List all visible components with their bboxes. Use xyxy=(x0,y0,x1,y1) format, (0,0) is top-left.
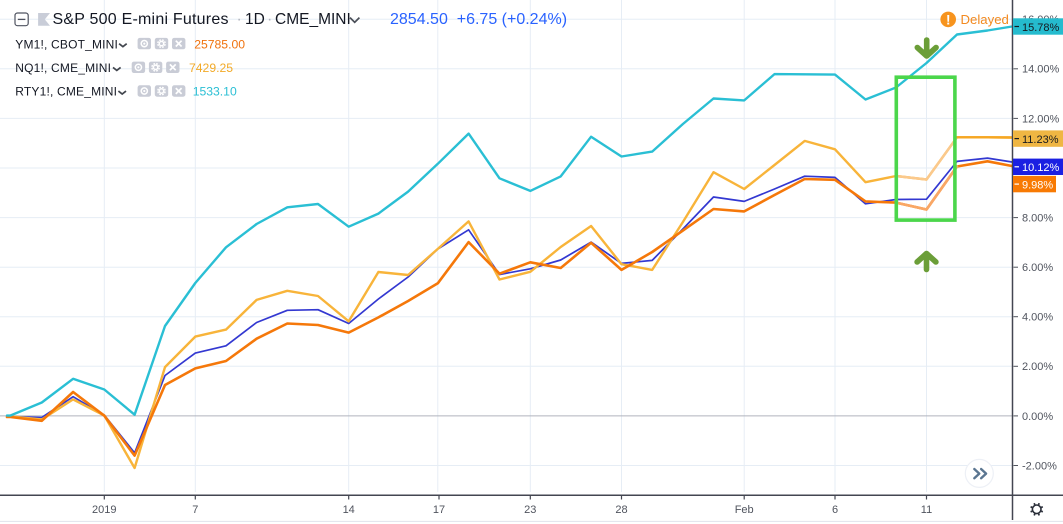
svg-text:4.00%: 4.00% xyxy=(1022,312,1053,324)
svg-text:2854.50 +6.75 (+0.24%): 2854.50 +6.75 (+0.24%) xyxy=(390,11,567,28)
svg-text:28: 28 xyxy=(615,504,627,516)
svg-text:7429.25: 7429.25 xyxy=(189,61,233,75)
svg-text:11.23%: 11.23% xyxy=(1022,134,1059,146)
svg-text:9.98%: 9.98% xyxy=(1022,179,1053,191)
svg-text:11: 11 xyxy=(921,504,932,516)
svg-text:25785.00: 25785.00 xyxy=(194,37,245,51)
svg-text:6.00%: 6.00% xyxy=(1022,262,1053,274)
svg-text:CME_MINI: CME_MINI xyxy=(275,11,351,28)
svg-text:17: 17 xyxy=(433,504,445,516)
svg-text:2019: 2019 xyxy=(92,504,116,516)
svg-text:8.00%: 8.00% xyxy=(1022,213,1053,225)
svg-text:0.00%: 0.00% xyxy=(1022,411,1053,423)
svg-text:NQ1!, CME_MINI: NQ1!, CME_MINI xyxy=(15,61,111,75)
svg-text:1D: 1D xyxy=(245,11,265,28)
svg-text:14: 14 xyxy=(343,504,355,516)
svg-text:10.12%: 10.12% xyxy=(1022,162,1060,174)
svg-text:7: 7 xyxy=(192,504,198,516)
svg-text:6: 6 xyxy=(832,504,838,516)
svg-text:1533.10: 1533.10 xyxy=(193,85,237,99)
svg-text:15.78%: 15.78% xyxy=(1022,22,1060,34)
svg-text:S&P 500 E-mini Futures: S&P 500 E-mini Futures xyxy=(53,11,229,28)
svg-text:·: · xyxy=(267,11,272,28)
svg-text:23: 23 xyxy=(524,504,536,516)
svg-text:2.00%: 2.00% xyxy=(1022,361,1053,373)
svg-text:RTY1!, CME_MINI: RTY1!, CME_MINI xyxy=(15,85,117,99)
svg-text:-2.00%: -2.00% xyxy=(1022,460,1057,472)
svg-text:!: ! xyxy=(946,12,951,27)
svg-text:Delayed: Delayed xyxy=(961,12,1009,27)
svg-text:·: · xyxy=(237,11,242,28)
svg-text:YM1!, CBOT_MINI: YM1!, CBOT_MINI xyxy=(15,37,118,51)
svg-text:Feb: Feb xyxy=(735,504,754,516)
svg-text:14.00%: 14.00% xyxy=(1022,64,1060,76)
svg-text:12.00%: 12.00% xyxy=(1022,113,1060,125)
